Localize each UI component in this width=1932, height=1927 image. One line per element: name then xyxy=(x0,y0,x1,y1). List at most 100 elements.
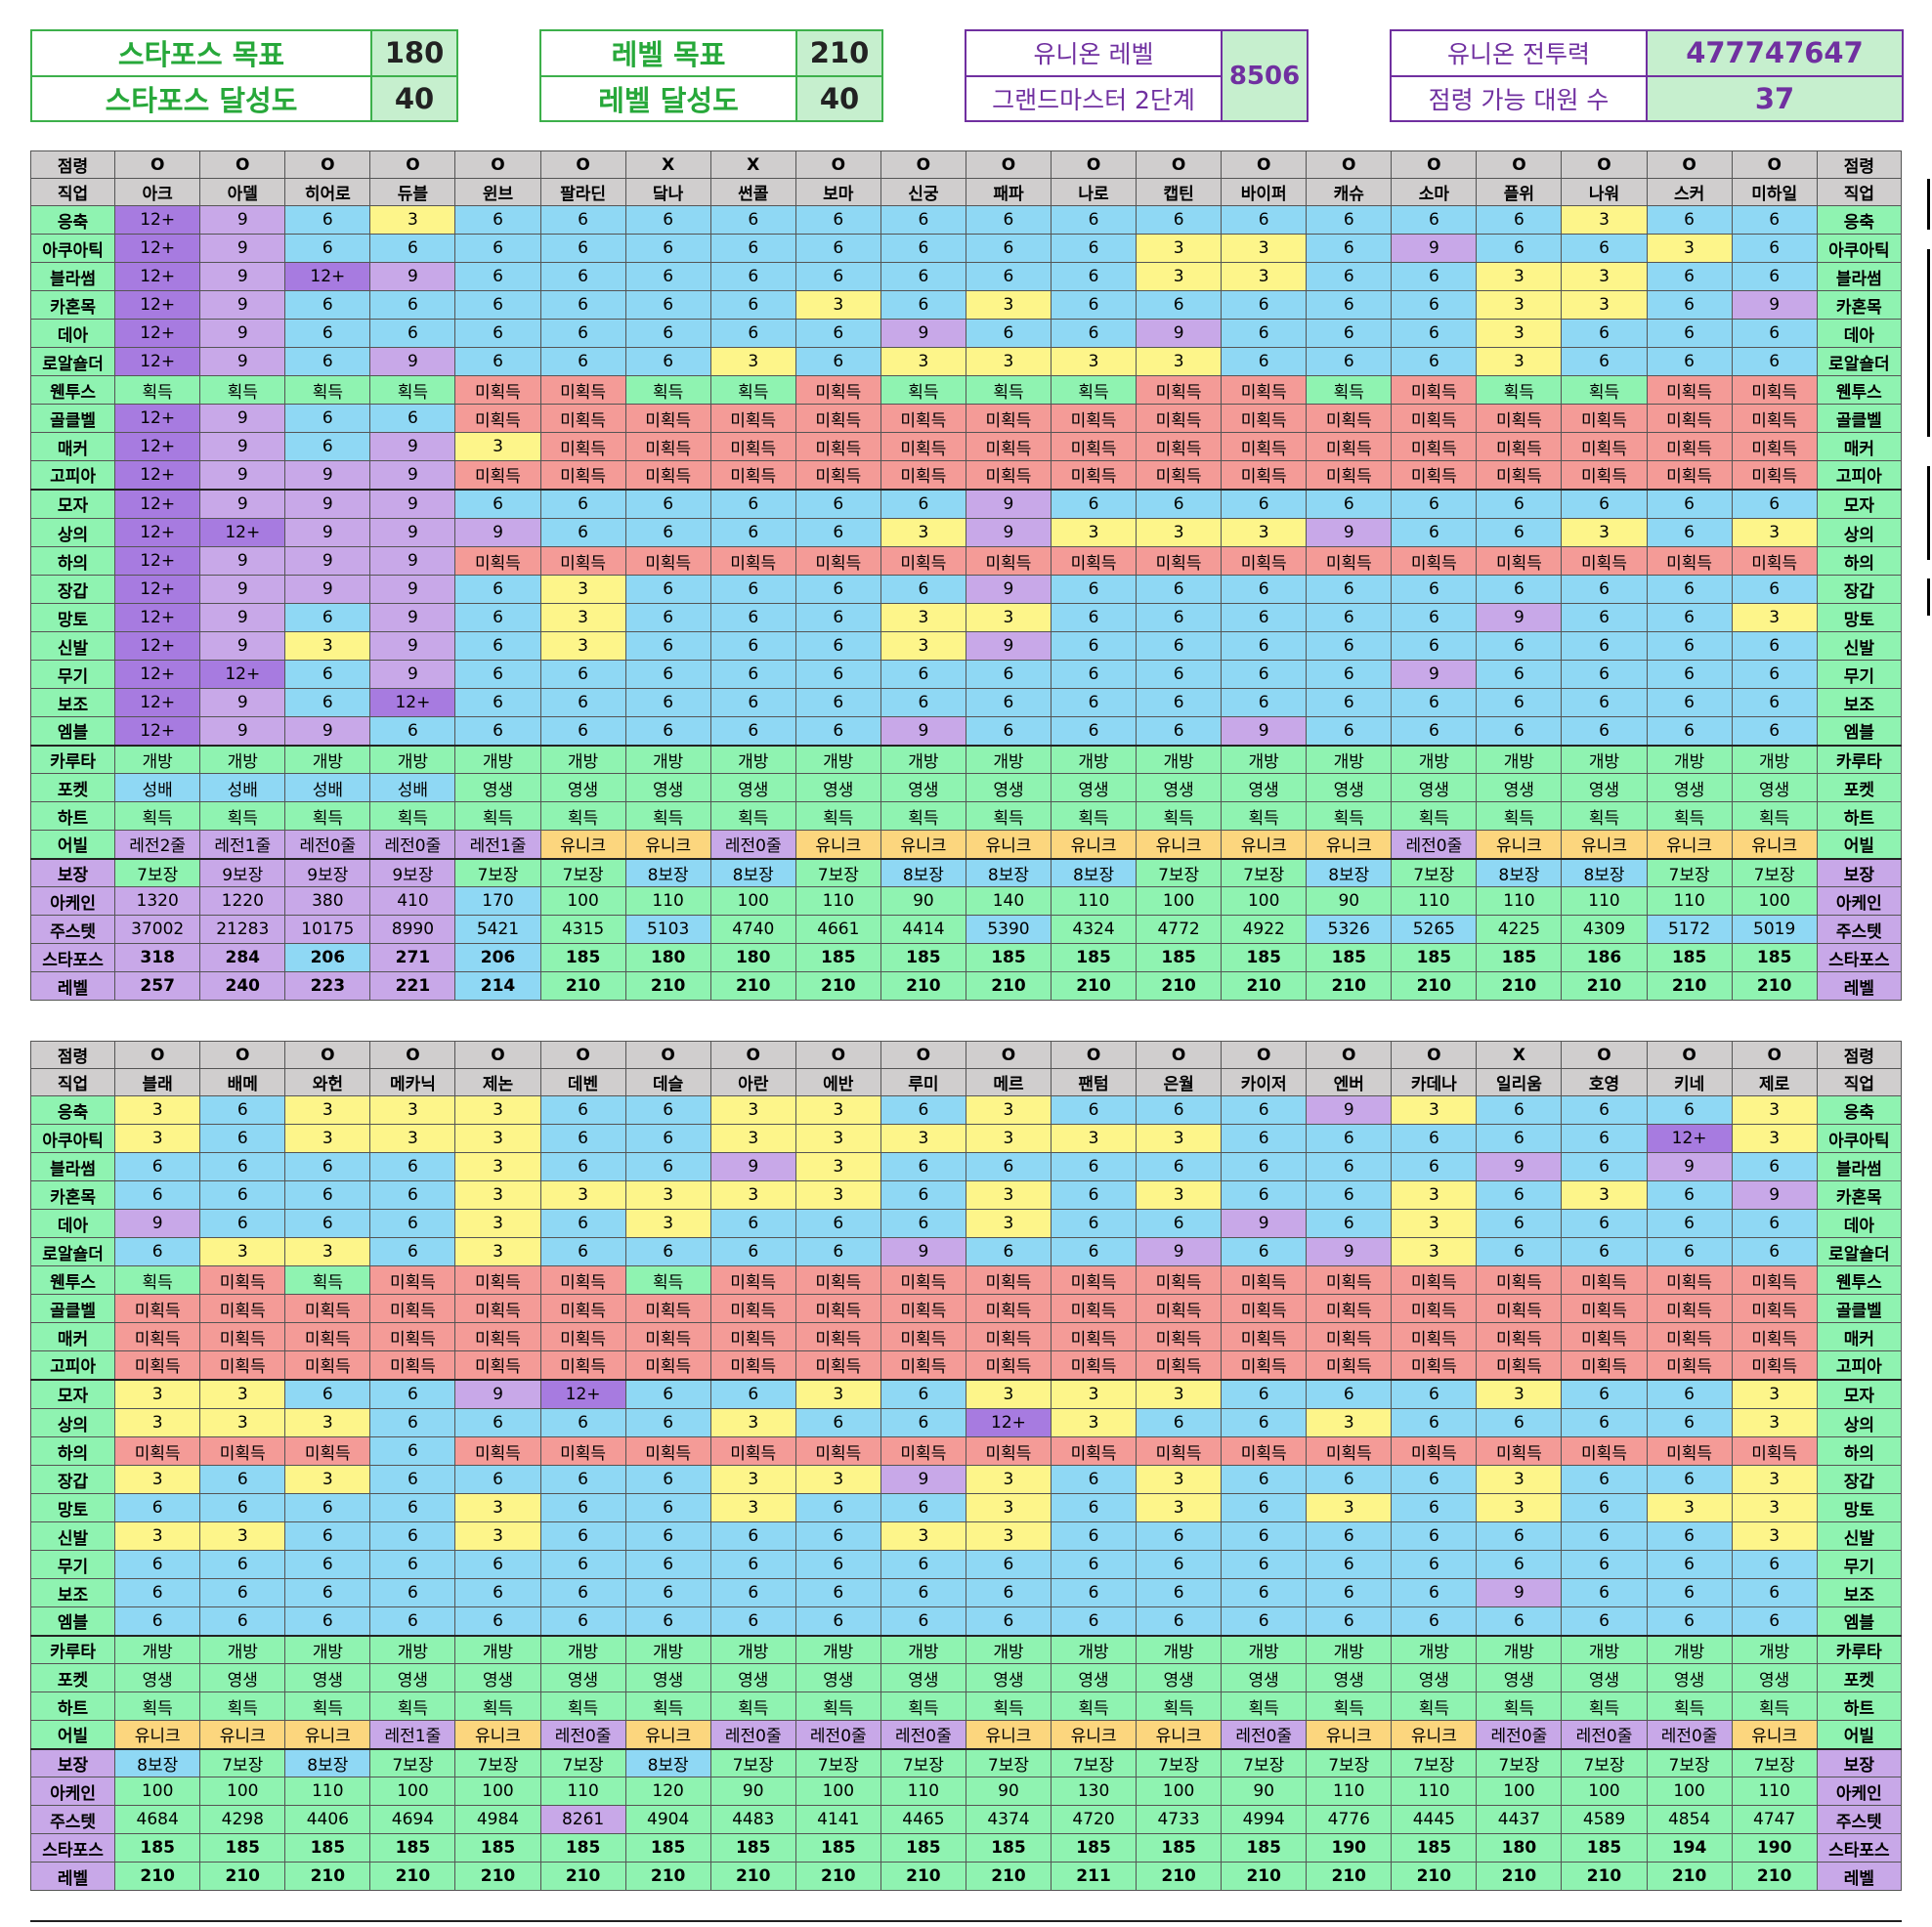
stat-cell[interactable]: 6 xyxy=(1476,1237,1563,1266)
stat-cell[interactable]: 6 xyxy=(539,262,626,291)
stat-cell[interactable]: 210 xyxy=(624,971,711,1001)
stat-cell[interactable]: 9 xyxy=(1476,1152,1563,1181)
stat-cell[interactable]: 썬콜 xyxy=(709,178,796,206)
stat-cell[interactable]: 6 xyxy=(1391,489,1478,519)
stat-cell[interactable]: 미획득 xyxy=(199,1322,286,1351)
stat-cell[interactable]: 6 xyxy=(709,1521,796,1551)
stat-cell[interactable]: 9 xyxy=(284,489,371,519)
stat-cell[interactable]: 9 xyxy=(369,489,456,519)
stat-cell[interactable]: 100 xyxy=(199,1777,286,1806)
stat-cell[interactable]: 미획득 xyxy=(1646,546,1733,576)
stat-cell[interactable]: 6 xyxy=(369,404,456,433)
stat-cell[interactable]: 개방 xyxy=(1306,1635,1393,1664)
stat-cell[interactable]: 6 xyxy=(1306,1550,1393,1579)
stat-cell[interactable]: 7보장 xyxy=(1306,1748,1393,1777)
stat-cell[interactable]: 3 xyxy=(1306,1493,1393,1522)
stat-cell[interactable]: 9 xyxy=(1391,660,1478,689)
stat-cell[interactable]: 3 xyxy=(369,1124,456,1153)
stat-cell[interactable]: 6 xyxy=(1391,347,1478,376)
level-achieved-value[interactable]: 40 xyxy=(795,74,883,122)
stat-cell[interactable]: 6 xyxy=(199,1465,286,1494)
stat-cell[interactable]: 개방 xyxy=(709,1635,796,1664)
stat-cell[interactable]: 6 xyxy=(539,1408,626,1437)
stat-cell[interactable]: 개방 xyxy=(1646,745,1733,774)
stat-cell[interactable]: 6 xyxy=(880,234,966,263)
stat-cell[interactable]: 12+ xyxy=(114,688,201,717)
stat-cell[interactable]: 영생 xyxy=(1731,1663,1818,1692)
stat-cell[interactable]: 미획득 xyxy=(1306,1265,1393,1295)
stat-cell[interactable]: 7보장 xyxy=(1561,1748,1648,1777)
stat-cell[interactable]: 영생 xyxy=(1221,1663,1308,1692)
stat-cell[interactable]: 개방 xyxy=(1391,1635,1478,1664)
stat-cell[interactable]: 210 xyxy=(1391,1862,1478,1891)
stat-cell[interactable]: 개방 xyxy=(369,1635,456,1664)
stat-cell[interactable]: 획득 xyxy=(369,375,456,405)
stat-cell[interactable]: 6 xyxy=(1646,1379,1733,1409)
stat-cell[interactable]: 5390 xyxy=(965,915,1052,944)
stat-cell[interactable]: 미획득 xyxy=(709,546,796,576)
stat-cell[interactable]: 206 xyxy=(284,943,371,972)
stat-cell[interactable]: 6 xyxy=(1646,716,1733,747)
stat-cell[interactable]: 획득 xyxy=(1391,1691,1478,1721)
stat-cell[interactable]: 6 xyxy=(794,1209,881,1238)
stat-cell[interactable]: 12+ xyxy=(369,688,456,717)
stat-cell[interactable]: 3 xyxy=(965,1379,1052,1409)
stat-cell[interactable]: 3 xyxy=(284,631,371,661)
stat-cell[interactable]: 6 xyxy=(880,1408,966,1437)
stat-cell[interactable]: 3 xyxy=(1136,1180,1223,1210)
stat-cell[interactable]: 6 xyxy=(1731,660,1818,689)
stat-cell[interactable]: 미획득 xyxy=(794,1436,881,1466)
stat-cell[interactable]: 6 xyxy=(369,716,456,747)
stat-cell[interactable]: 6 xyxy=(1646,262,1733,291)
stat-cell[interactable]: 210 xyxy=(1731,971,1818,1001)
stat-cell[interactable]: 획득 xyxy=(114,1691,201,1721)
stat-cell[interactable]: 110 xyxy=(1391,1777,1478,1806)
stat-cell[interactable]: 개방 xyxy=(114,1635,201,1664)
stat-cell[interactable]: 6 xyxy=(1391,290,1478,320)
stat-cell[interactable]: 12+ xyxy=(114,234,201,263)
stat-cell[interactable]: 유니크 xyxy=(624,830,711,860)
stat-cell[interactable]: 6 xyxy=(1136,1152,1223,1181)
stat-cell[interactable]: 3 xyxy=(199,1379,286,1409)
stat-cell[interactable]: 6 xyxy=(1221,1578,1308,1607)
stat-cell[interactable]: 6 xyxy=(794,347,881,376)
stat-cell[interactable]: 6 xyxy=(794,205,881,235)
stat-cell[interactable]: 미획득 xyxy=(1731,460,1818,491)
stat-cell[interactable]: 3 xyxy=(709,1095,796,1125)
stat-cell[interactable]: 6 xyxy=(880,290,966,320)
stat-cell[interactable]: 미획득 xyxy=(1646,1294,1733,1323)
stat-cell[interactable]: 3 xyxy=(794,1465,881,1494)
stat-cell[interactable]: 획득 xyxy=(880,801,966,831)
stat-cell[interactable]: 미획득 xyxy=(1646,404,1733,433)
stat-cell[interactable]: 6 xyxy=(1561,1493,1648,1522)
stat-cell[interactable]: 미획득 xyxy=(794,1322,881,1351)
stat-cell[interactable]: 185 xyxy=(1476,943,1563,972)
stat-cell[interactable]: 영생 xyxy=(1731,773,1818,802)
stat-cell[interactable]: 6 xyxy=(1050,1095,1138,1125)
stat-cell[interactable]: 미획득 xyxy=(965,1294,1052,1323)
stat-cell[interactable]: 6 xyxy=(1136,1578,1223,1607)
stat-cell[interactable]: 6 xyxy=(965,1578,1052,1607)
stat-cell[interactable]: 210 xyxy=(1136,971,1223,1001)
stat-cell[interactable]: 6 xyxy=(1221,1606,1308,1637)
stat-cell[interactable]: 9 xyxy=(199,404,286,433)
stat-cell[interactable]: 3 xyxy=(1136,262,1223,291)
stat-cell[interactable]: 6 xyxy=(624,603,711,632)
stat-cell[interactable]: 3 xyxy=(199,1237,286,1266)
stat-cell[interactable]: 6 xyxy=(1646,1578,1733,1607)
stat-cell[interactable]: O xyxy=(1646,1041,1733,1069)
stat-cell[interactable]: X xyxy=(709,150,796,179)
stat-cell[interactable]: 획득 xyxy=(624,1691,711,1721)
stat-cell[interactable]: 6 xyxy=(1221,1550,1308,1579)
stat-cell[interactable]: O xyxy=(114,150,201,179)
stat-cell[interactable]: 3 xyxy=(965,347,1052,376)
stat-cell[interactable]: 6 xyxy=(454,1606,541,1637)
stat-cell[interactable]: 6 xyxy=(624,1237,711,1266)
stat-cell[interactable]: 9 xyxy=(1306,518,1393,547)
stat-cell[interactable]: 9 xyxy=(1306,1095,1393,1125)
stat-cell[interactable]: 6 xyxy=(284,688,371,717)
stat-cell[interactable]: 185 xyxy=(539,943,626,972)
stat-cell[interactable]: 미획득 xyxy=(1391,1322,1478,1351)
stat-cell[interactable]: 6 xyxy=(1391,631,1478,661)
stat-cell[interactable]: 6 xyxy=(199,1180,286,1210)
